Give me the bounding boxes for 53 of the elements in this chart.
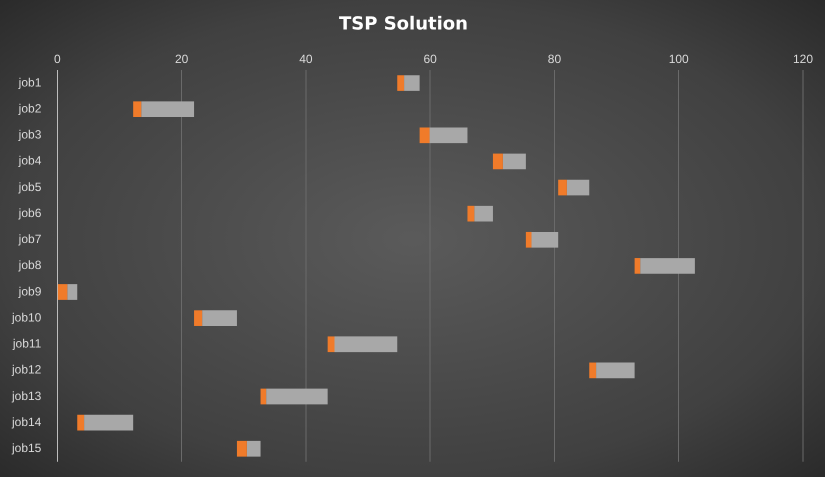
- y-tick-label: job14: [10, 414, 42, 429]
- y-tick-label: job10: [10, 310, 42, 324]
- bar: [640, 258, 695, 274]
- y-tick-label: job5: [18, 180, 42, 194]
- bar: [502, 154, 526, 170]
- y-tick-label: job13: [10, 388, 42, 403]
- bar: [467, 206, 474, 222]
- y-tick-label: job4: [18, 154, 42, 168]
- bar: [141, 101, 194, 118]
- bar: [67, 284, 78, 300]
- x-tick-label: 80: [548, 52, 562, 66]
- x-tick-label: 120: [792, 52, 814, 66]
- y-tick-label: job11: [12, 336, 42, 351]
- bar: [397, 75, 404, 91]
- bar: [133, 101, 142, 118]
- bar: [420, 127, 430, 144]
- bar: [492, 154, 503, 170]
- bar: [430, 127, 468, 144]
- bar: [334, 336, 398, 352]
- bar: [526, 232, 532, 248]
- bar: [236, 440, 247, 457]
- bar: [589, 362, 596, 378]
- x-tick-label: 0: [54, 52, 62, 66]
- bar: [566, 180, 590, 196]
- bar: [84, 414, 134, 430]
- y-tick-label: job7: [18, 232, 42, 246]
- bar: [328, 336, 334, 352]
- bar: [77, 414, 84, 430]
- y-tick-label: job9: [18, 284, 42, 298]
- bar: [246, 440, 261, 457]
- y-tick-label: job6: [18, 206, 42, 220]
- x-tick-label: 100: [668, 52, 690, 66]
- x-tick-label: 60: [424, 52, 438, 66]
- y-tick-label: job8: [18, 258, 42, 272]
- bar: [194, 310, 202, 326]
- bar: [474, 206, 493, 222]
- chart-title: TSP Solution: [339, 13, 468, 34]
- x-tick-label: 20: [174, 52, 189, 66]
- y-tick-label: job1: [18, 75, 42, 90]
- bar: [558, 180, 567, 196]
- bar: [634, 258, 640, 274]
- x-tick-label: 40: [299, 52, 313, 66]
- bar: [58, 284, 68, 300]
- y-tick-label: job2: [18, 101, 42, 116]
- bar: [596, 362, 635, 378]
- bar: [531, 232, 558, 248]
- bar: [260, 388, 266, 404]
- y-tick-label: job15: [10, 441, 42, 456]
- y-tick-label: job12: [10, 362, 42, 377]
- bar: [202, 310, 237, 326]
- y-tick-label: job3: [18, 128, 42, 142]
- bar: [266, 388, 328, 404]
- bar: [404, 75, 420, 91]
